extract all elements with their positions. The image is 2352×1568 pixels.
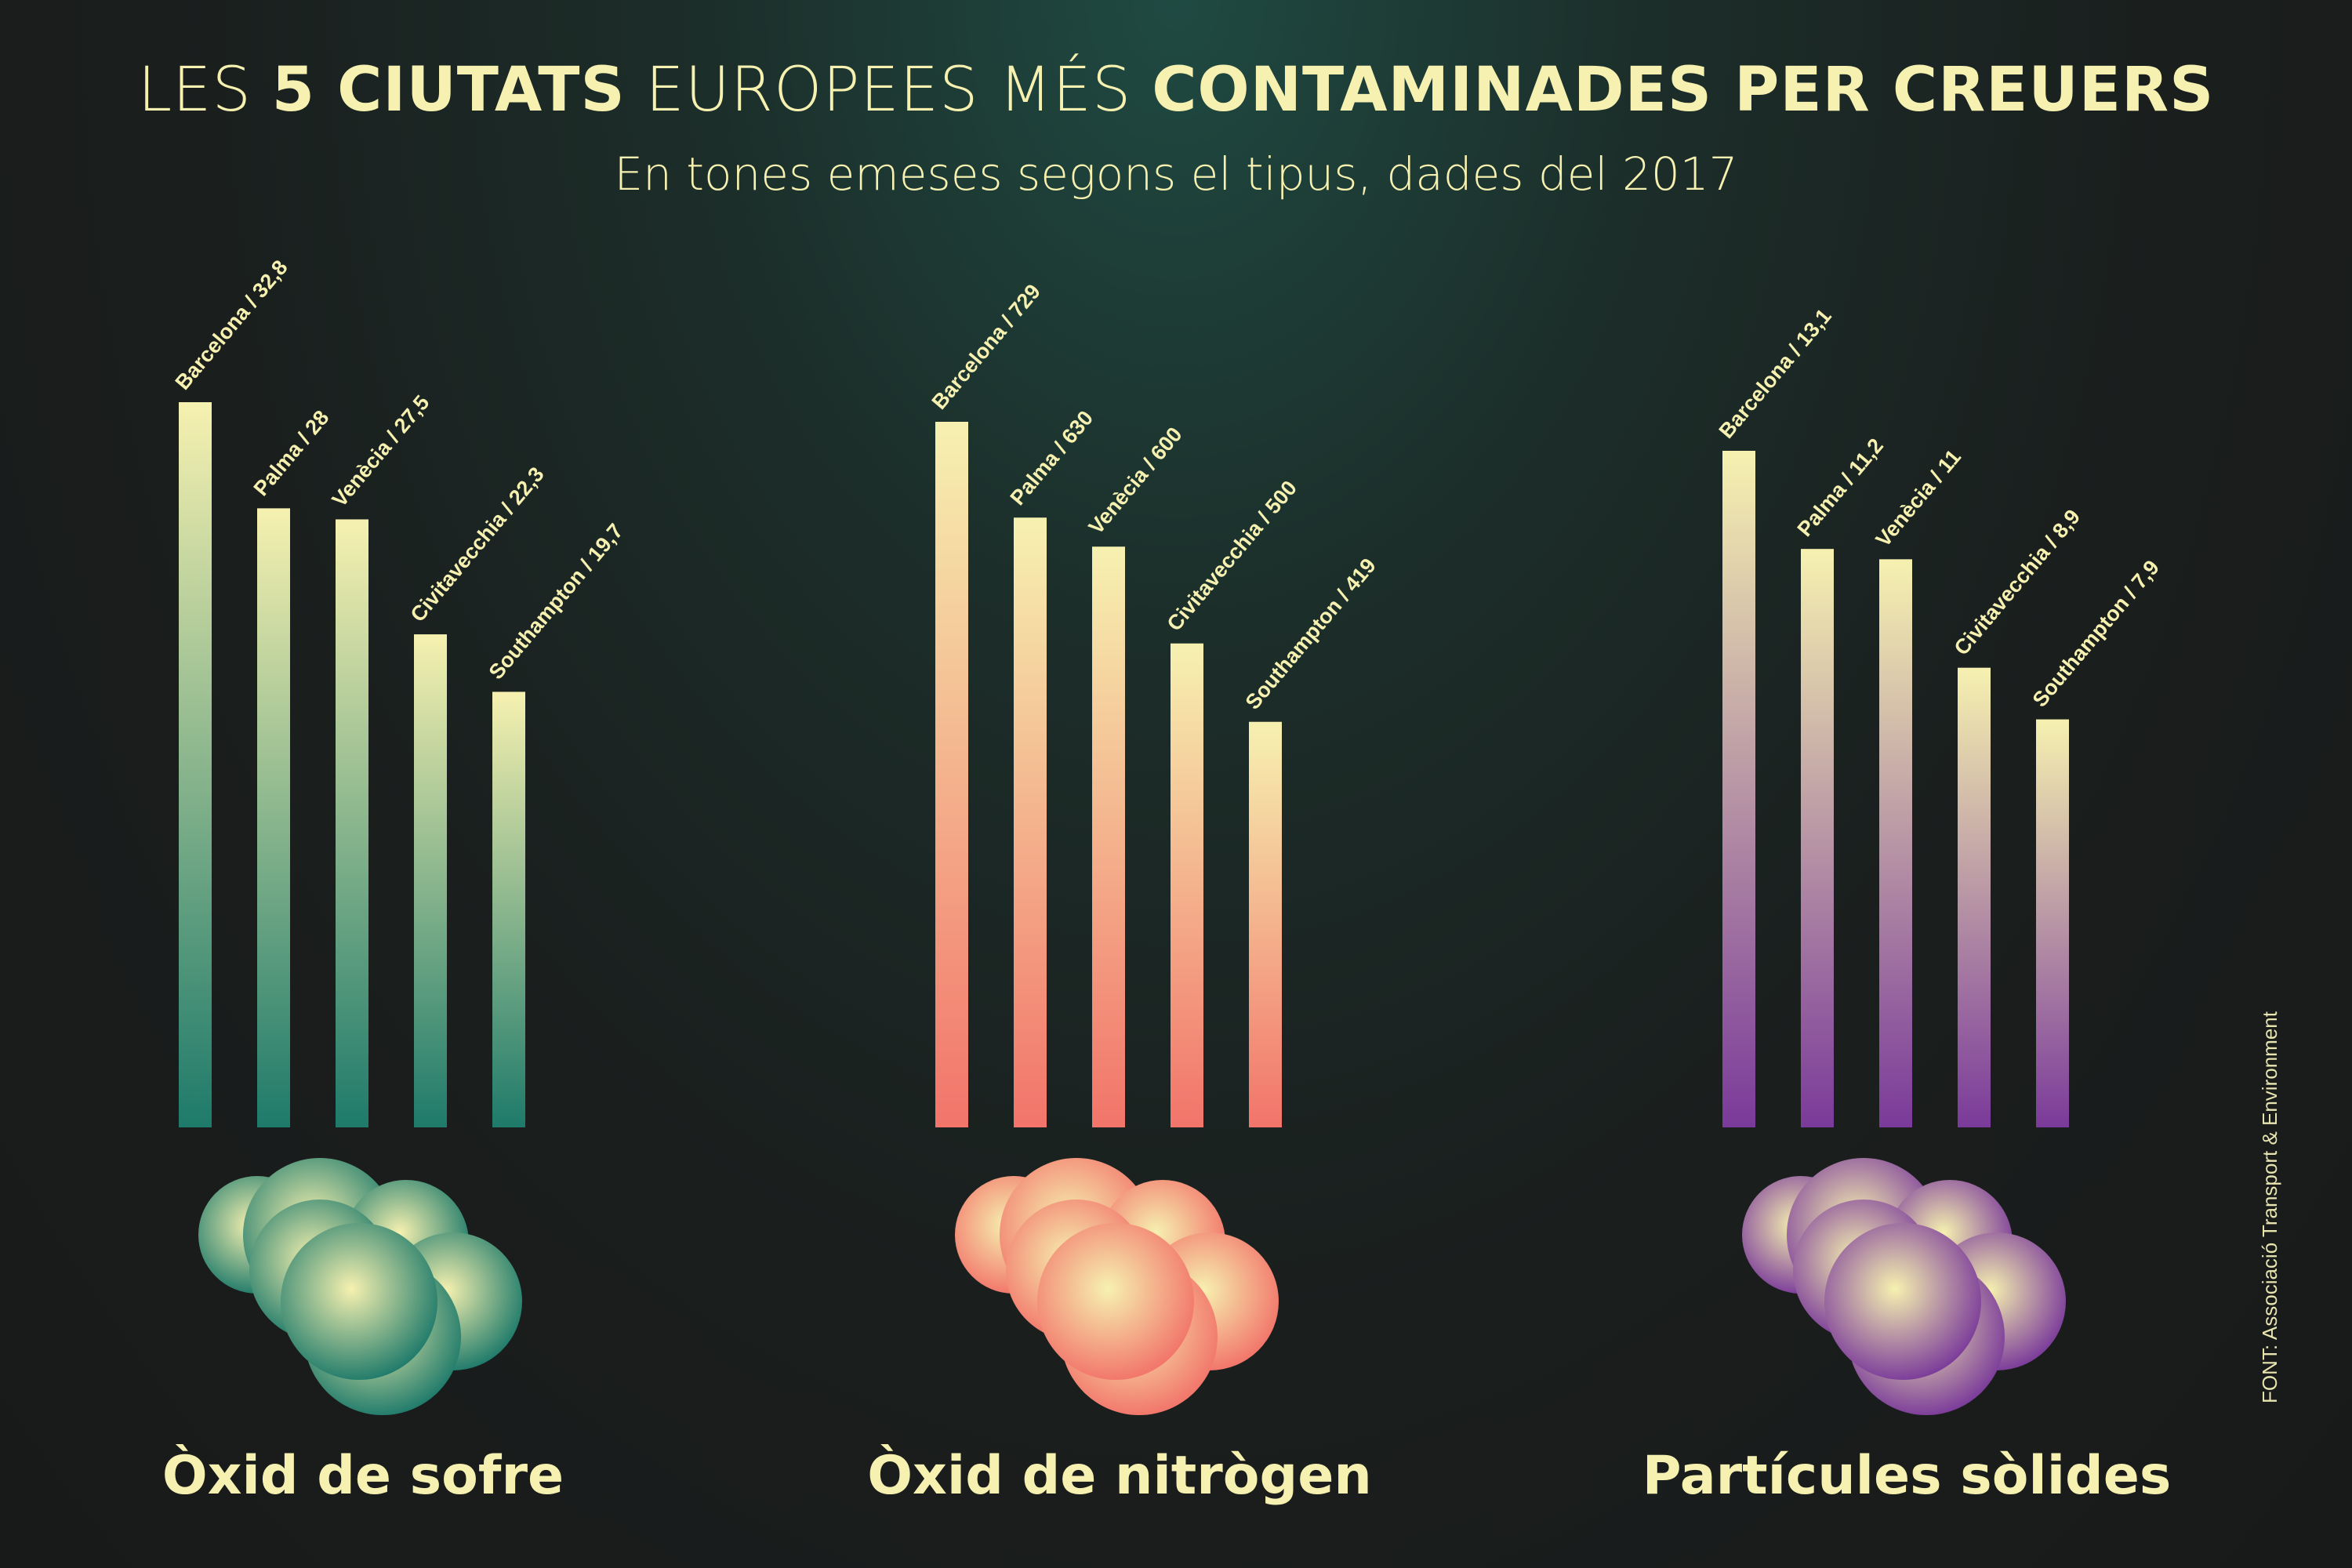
panel-title: Òxid de sofre [162, 1444, 564, 1507]
title-part-2: 5 CIUTATS [271, 55, 626, 125]
data-label-southampton: Southampton / 7,9 [2028, 556, 2164, 712]
data-label-venecia: Venècia / 11 [1871, 445, 1965, 551]
title-part-3: EUROPEES MÉS [625, 55, 1152, 125]
data-label-civitavecchia: Civitavecchia / 8,9 [1950, 505, 2085, 659]
emission-cloud [955, 1158, 1279, 1415]
title-part-1: LES [137, 55, 272, 125]
data-label-barcelona: Barcelona / 729 [927, 280, 1045, 414]
data-label-venecia: Venècia / 27,5 [328, 390, 434, 511]
panel-title: Partícules sòlides [1642, 1445, 2172, 1507]
bar-southampton [492, 691, 525, 1127]
bar-palma [257, 508, 290, 1127]
bar-civitavecchia [1958, 667, 1991, 1127]
panel-title: Òxid de nitrògen [867, 1444, 1371, 1507]
data-label-civitavecchia: Civitavecchia / 22,3 [406, 463, 549, 626]
data-label-southampton: Southampton / 419 [1241, 554, 1381, 713]
bar-palma [1014, 517, 1047, 1127]
data-label-palma: Palma / 28 [249, 406, 334, 500]
bar-civitavecchia [414, 634, 447, 1127]
source-note: FONT: Associació Transport & Environment [2258, 1011, 2281, 1403]
bar-barcelona [935, 422, 968, 1127]
emission-cloud [1742, 1158, 2066, 1415]
data-label-barcelona: Barcelona / 32,8 [171, 256, 292, 394]
bar-barcelona [1722, 451, 1755, 1127]
bar-venecia [1092, 546, 1125, 1127]
bar-southampton [2036, 719, 2069, 1127]
bar-venecia [336, 519, 368, 1127]
chart-title: LES 5 CIUTATS EUROPEES MÉS CONTAMINADES … [0, 55, 2352, 125]
data-label-barcelona: Barcelona / 13,1 [1715, 304, 1836, 443]
bar-southampton [1249, 721, 1282, 1127]
emission-cloud [198, 1158, 522, 1415]
data-label-venecia: Venècia / 600 [1084, 423, 1187, 539]
data-label-southampton: Southampton / 19,7 [485, 519, 628, 684]
data-label-civitavecchia: Civitavecchia / 500 [1163, 476, 1301, 635]
bar-venecia [1879, 559, 1912, 1127]
title-part-4: CONTAMINADES PER CREUERS [1152, 55, 2215, 125]
data-label-palma: Palma / 630 [1006, 406, 1098, 510]
bar-palma [1801, 549, 1834, 1127]
data-label-palma: Palma / 11,2 [1793, 434, 1888, 541]
bar-civitavecchia [1171, 643, 1203, 1127]
chart-subtitle: En tones emeses segons el tipus, dades d… [614, 147, 1738, 201]
bar-barcelona [179, 402, 212, 1127]
